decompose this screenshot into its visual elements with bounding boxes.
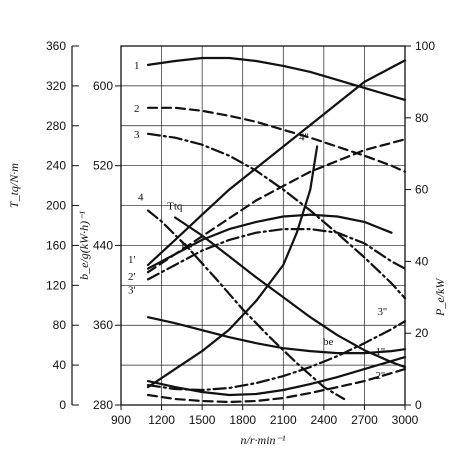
x-tick-label: 1800 [229, 413, 256, 427]
series-lines [146, 56, 407, 404]
curve-label: be [323, 336, 334, 348]
torque-tick-label: 320 [46, 79, 66, 93]
curve-label: 3 [134, 129, 140, 141]
curve-label: 4'' [299, 132, 308, 144]
torque-tick-label: 280 [46, 119, 66, 133]
x-axis-title: n/r·min⁻¹ [241, 433, 286, 447]
power-tick-label: 80 [415, 111, 429, 125]
series-line [146, 209, 346, 401]
torque-tick-label: 200 [46, 199, 66, 213]
power-axis-title: P_e/kW [433, 278, 447, 317]
torque-tick-label: 80 [53, 318, 67, 332]
fuel-tick-label: 440 [93, 238, 113, 252]
series-line [146, 368, 407, 404]
power-tick-label: 100 [415, 39, 435, 53]
x-tick-label: 2400 [311, 413, 338, 427]
series-line [146, 132, 407, 300]
curve-labels: 1 2 3 4 Ttq 1' 2'3' Pe 4'' be 1'' 2'' 3'' [128, 60, 387, 382]
power-tick-label: 60 [415, 183, 429, 197]
torque-tick-label: 240 [46, 159, 66, 173]
curve-label: 3' [128, 284, 136, 296]
curve-label: 1' [128, 254, 136, 266]
series-line [146, 145, 319, 389]
x-tick-label: 3000 [392, 413, 419, 427]
curve-label: 2'' [376, 370, 385, 382]
curve-label: 2 [134, 103, 140, 115]
curve-label: 4 [138, 192, 144, 204]
curve-label: 2' [128, 271, 136, 283]
curve-label: 1 [134, 60, 140, 72]
power-tick-label: 20 [415, 326, 429, 340]
tick-labels: 0408012016020024028032036028036044052060… [46, 39, 435, 427]
series-line [146, 228, 407, 281]
x-tick-label: 1200 [148, 413, 175, 427]
fuel-axis-title: b_e/g(kW·h)⁻¹ [77, 211, 91, 280]
x-tick-label: 1500 [189, 413, 216, 427]
torque-tick-label: 360 [46, 39, 66, 53]
series-line [146, 213, 393, 270]
series-line [146, 106, 407, 173]
plot-frame [120, 45, 406, 406]
fuel-tick-label: 520 [93, 159, 113, 173]
torque-tick-label: 120 [46, 278, 66, 292]
series-line [146, 56, 407, 101]
x-tick-label: 2700 [351, 413, 378, 427]
power-tick-label: 0 [415, 398, 422, 412]
fuel-tick-label: 360 [93, 318, 113, 332]
curve-label: 3'' [378, 306, 387, 318]
axis-titles: n/r·min⁻¹ T_tq/N·m b_e/g(kW·h)⁻¹ P_e/kW [7, 163, 447, 447]
curve-label: Pe [181, 241, 192, 253]
torque-axis-title: T_tq/N·m [7, 163, 21, 208]
fuel-tick-label: 280 [93, 398, 113, 412]
torque-tick-label: 0 [59, 398, 66, 412]
torque-tick-label: 40 [53, 358, 67, 372]
series-line [146, 59, 407, 267]
axes [71, 45, 411, 410]
grid [120, 45, 406, 406]
curve-label: Ttq [167, 201, 183, 213]
torque-tick-label: 160 [46, 238, 66, 252]
fuel-tick-label: 600 [93, 79, 113, 93]
x-tick-label: 900 [111, 413, 131, 427]
x-tick-label: 2100 [270, 413, 297, 427]
series-line [146, 320, 407, 392]
curve-label: 1'' [376, 346, 385, 358]
series-line [146, 316, 407, 355]
power-tick-label: 40 [415, 254, 429, 268]
series-line [146, 138, 407, 274]
